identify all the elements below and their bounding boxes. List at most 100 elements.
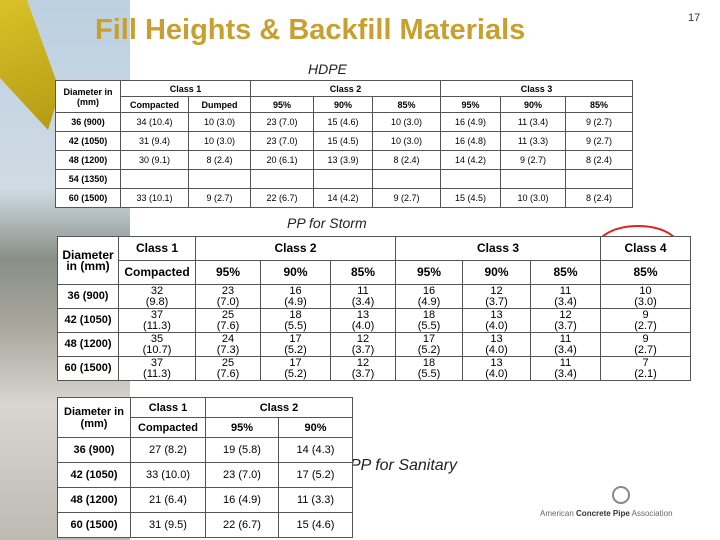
data-table: Diameter in (mm) Class 1 Class 2 Compacted 9… — [57, 397, 353, 538]
header-row: Compacted Dumped 95% 90% 85% 95% 90% 85% — [56, 96, 633, 113]
table-cell: 9 (2.7) — [600, 332, 691, 357]
table-cell: 19 (5.8) — [205, 437, 279, 463]
header-cell: 85% — [600, 260, 691, 285]
table-cell: 36 (900) — [57, 284, 119, 309]
table-cell: 60 (1500) — [57, 512, 131, 538]
header-cell: Diameter in (mm) — [57, 236, 119, 285]
table-row: 42 (1050) 31 (9.4) 10 (3.0) 23 (7.0) 15 (4.5… — [55, 131, 633, 151]
table-row: 60 (1500) 31 (9.5) 22 (6.7) 15 (4.6) — [57, 512, 353, 538]
header-cell: 90% — [462, 260, 531, 285]
header-cell: Diameter in (mm) — [55, 80, 121, 113]
table-cell — [372, 169, 441, 189]
table-cell: 17 (5.2) — [278, 462, 353, 488]
table-cell: 8 (2.4) — [188, 150, 251, 170]
table-cell: 23 (7.0) — [205, 462, 279, 488]
table-cell: 23 (7.0) — [250, 131, 314, 151]
data-table: Diameter in (mm) Class 1 Class 2 Class 3 Com… — [55, 80, 633, 208]
logo-text: American — [540, 509, 574, 518]
table-row: 48 (1200) 30 (9.1) 8 (2.4) 20 (6.1) 13 (3.9)… — [55, 150, 633, 170]
table-cell: 11 (3.3) — [278, 487, 353, 513]
table-cell: 10 (3.0) — [188, 131, 251, 151]
table-cell: 36 (900) — [55, 112, 121, 132]
header-cell: Class 3 — [440, 80, 633, 97]
table-cell: 22 (6.7) — [205, 512, 279, 538]
table-cell: 15 (4.6) — [278, 512, 353, 538]
table-cell: 20 (6.1) — [250, 150, 314, 170]
table-cell: 13 (4.0) — [462, 356, 531, 381]
table-row: 36 (900) 34 (10.4) 10 (3.0) 23 (7.0) 15 (4.6… — [55, 112, 633, 132]
table-cell: 15 (4.6) — [313, 112, 373, 132]
table-label: HDPE — [308, 61, 347, 77]
table-cell: 15 (4.5) — [440, 188, 501, 208]
table-cell: 11 (3.4) — [500, 112, 566, 132]
table-cell: 10 (3.0) — [372, 131, 441, 151]
table-cell: 37 (11.3) — [118, 308, 196, 333]
table-cell — [500, 169, 566, 189]
table-cell: 22 (6.7) — [250, 188, 314, 208]
table-row: 36 (900) 32 (9.8) 23 (7.0) 16 (4.9) 11 (3.4)… — [57, 284, 691, 309]
header-cell: Class 3 — [395, 236, 601, 261]
header-cell: Class 1 — [120, 80, 251, 97]
table-cell: 35 (10.7) — [118, 332, 196, 357]
table-cell: 33 (10.1) — [120, 188, 189, 208]
header-cell: 95% — [395, 260, 463, 285]
header-cell: Compacted — [120, 96, 189, 113]
table-cell: 32 (9.8) — [118, 284, 196, 309]
table-cell: 17 (5.2) — [260, 356, 331, 381]
header-cell: Class 4 — [600, 236, 691, 261]
table-cell: 48 (1200) — [55, 150, 121, 170]
table-cell: 8 (2.4) — [565, 150, 633, 170]
data-table: Diameter in (mm) Class 1 Class 2 Class 3 Cla… — [57, 236, 691, 381]
header-cell: 90% — [313, 96, 373, 113]
table-cell: 60 (1500) — [55, 188, 121, 208]
table-cell: 48 (1200) — [57, 332, 119, 357]
table-cell: 31 (9.5) — [130, 512, 206, 538]
table-cell: 42 (1050) — [57, 308, 119, 333]
header-cell: Class 1 — [118, 236, 196, 261]
table-cell: 60 (1500) — [57, 356, 119, 381]
table-cell: 13 (4.0) — [462, 332, 531, 357]
table-cell: 11 (3.4) — [530, 332, 601, 357]
table-row: 42 (1050) 37 (11.3) 25 (7.6) 18 (5.5) 13 (4.… — [57, 308, 691, 333]
table-cell: 14 (4.2) — [440, 150, 501, 170]
table-cell: 8 (2.4) — [372, 150, 441, 170]
table-cell: 9 (2.7) — [500, 150, 566, 170]
header-row: Diameter in (mm) Class 1 Class 2 Class 3 Cla… — [57, 236, 691, 285]
table-cell: 16 (4.9) — [205, 487, 279, 513]
table-cell: 17 (5.2) — [260, 332, 331, 357]
header-cell: Compacted — [130, 417, 206, 438]
table-row: 54 (1350) — [55, 169, 633, 189]
table-cell: 13 (3.9) — [313, 150, 373, 170]
header-cell: Class 2 — [250, 80, 441, 97]
slide-title: Fill Heights & Backfill Materials — [95, 14, 526, 46]
header-cell: 90% — [500, 96, 566, 113]
table-cell: 37 (11.3) — [118, 356, 196, 381]
header-row: Compacted 95% 90% 85% 95% 90% 85% 85% — [58, 260, 691, 285]
table-cell: 13 (4.0) — [462, 308, 531, 333]
table-cell: 11 (3.4) — [530, 284, 601, 309]
table-cell: 16 (4.8) — [440, 131, 501, 151]
table-label: PP for Storm — [287, 215, 367, 231]
table-cell: 18 (5.5) — [395, 356, 463, 381]
table-row: 60 (1500) 37 (11.3) 25 (7.6) 17 (5.2) 12 (3.… — [57, 356, 691, 381]
table-cell — [565, 169, 633, 189]
table-cell: 12 (3.7) — [330, 356, 396, 381]
table-cell: 54 (1350) — [55, 169, 121, 189]
header-row: Diameter in (mm) Class 1 Class 2 — [57, 397, 353, 438]
table-cell: 10 (3.0) — [188, 112, 251, 132]
table-cell: 11 (3.4) — [530, 356, 601, 381]
table-cell: 36 (900) — [57, 437, 131, 463]
header-cell: 95% — [440, 96, 501, 113]
table-cell: 21 (6.4) — [130, 487, 206, 513]
table-cell: 15 (4.5) — [313, 131, 373, 151]
logo-text: Association — [631, 509, 673, 518]
table-cell: 23 (7.0) — [250, 112, 314, 132]
header-cell: 90% — [260, 260, 331, 285]
table-cell: 25 (7.6) — [195, 308, 261, 333]
table-cell: 13 (4.0) — [330, 308, 396, 333]
table-cell: 18 (5.5) — [395, 308, 463, 333]
table-cell: 10 (3.0) — [600, 284, 691, 309]
table-row: 36 (900) 27 (8.2) 19 (5.8) 14 (4.3) — [57, 437, 353, 463]
table-cell: 11 (3.4) — [330, 284, 396, 309]
header-cell: Class 1 — [130, 397, 206, 418]
